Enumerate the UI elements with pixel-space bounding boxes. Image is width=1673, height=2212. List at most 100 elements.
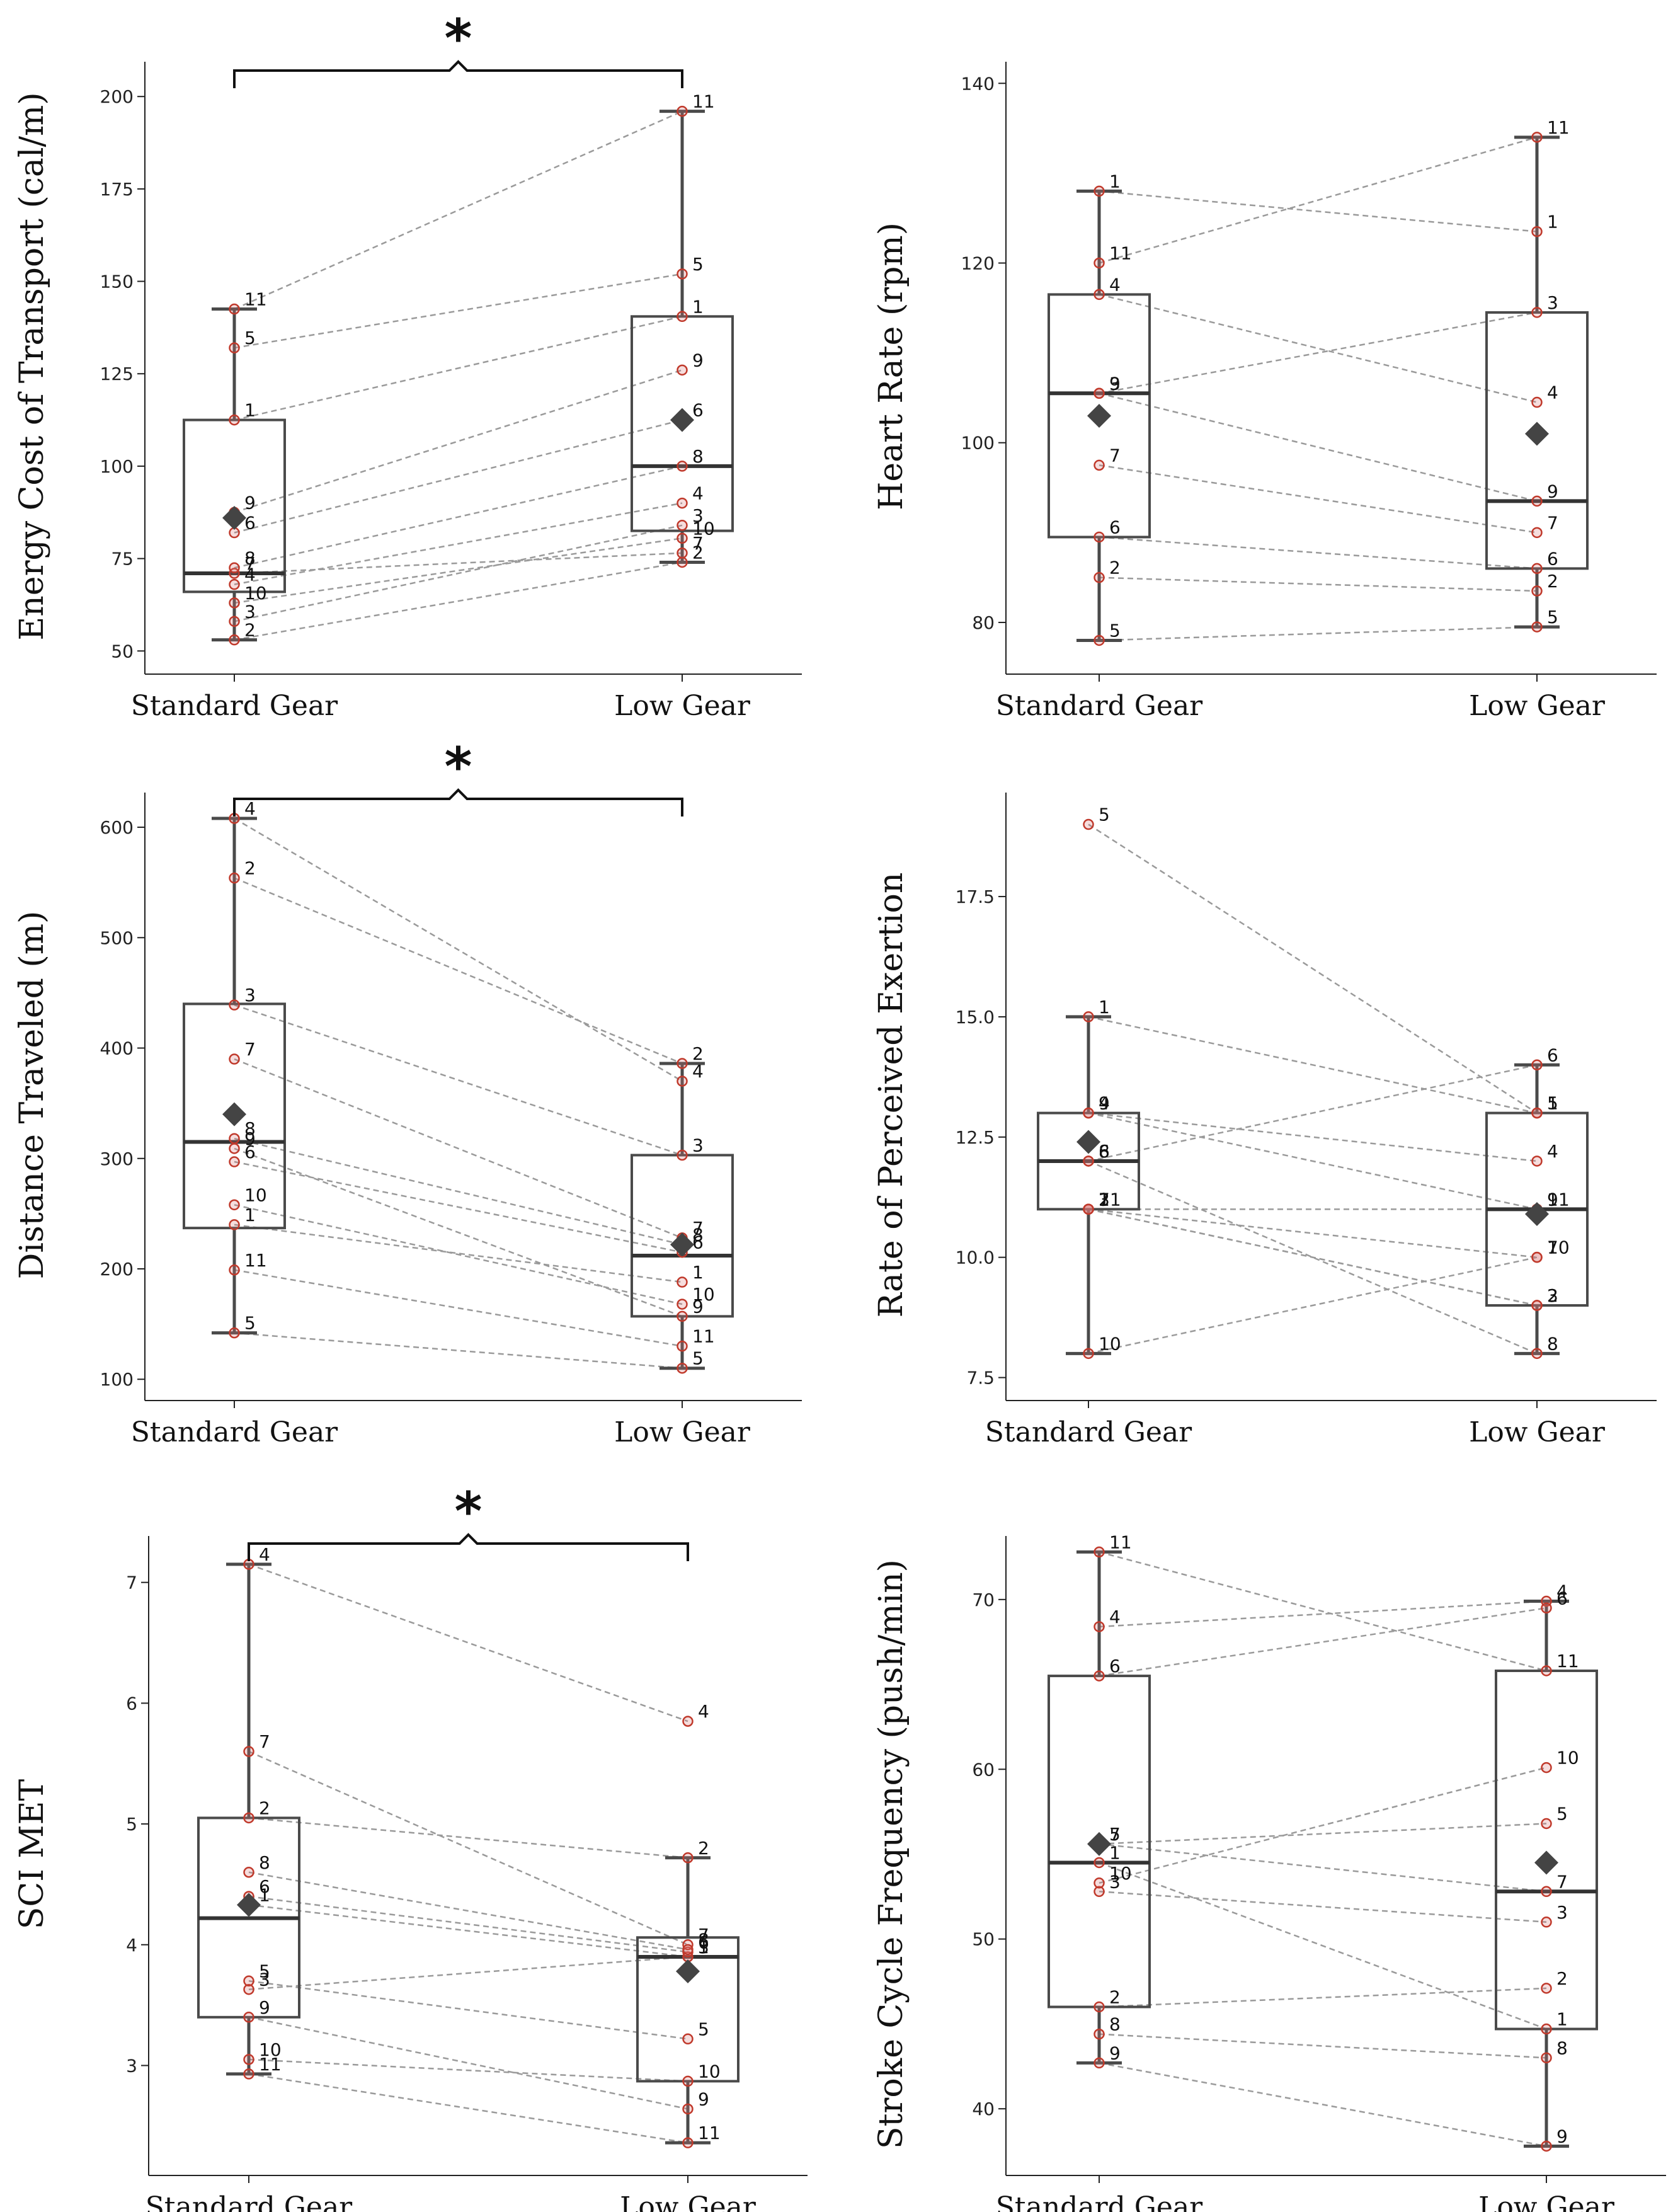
subject-line xyxy=(1088,1016,1538,1114)
data-point xyxy=(1093,257,1105,269)
subject-line xyxy=(1099,536,1538,570)
mean-marker xyxy=(1087,403,1111,428)
data-point xyxy=(677,1298,688,1310)
data-point xyxy=(243,1812,254,1824)
subject-line xyxy=(1099,1891,1547,1923)
mean-marker xyxy=(670,408,694,432)
y-axis-title: Distance Traveled (m) xyxy=(13,911,51,1280)
data-point xyxy=(243,1867,254,1878)
point-label: 2 xyxy=(259,1797,270,1818)
point-label: 7 xyxy=(1109,1824,1121,1845)
y-tick-label: 600 xyxy=(100,817,134,838)
data-point xyxy=(677,547,688,559)
y-axis-title: Rate of Perceived Exertion xyxy=(872,873,910,1318)
point-label: 5 xyxy=(692,254,704,275)
data-point xyxy=(229,1053,240,1065)
subject-line xyxy=(248,1563,688,1722)
data-point xyxy=(1531,1300,1543,1311)
data-point xyxy=(1531,1251,1543,1263)
data-point xyxy=(677,497,688,509)
data-point xyxy=(1541,1886,1552,1898)
data-point xyxy=(1093,2001,1105,2013)
data-point xyxy=(1083,1011,1094,1023)
point-label: 6 xyxy=(244,1142,256,1162)
y-tick-label: 80 xyxy=(972,612,995,633)
point-label: 2 xyxy=(692,542,704,563)
subject-line xyxy=(234,502,683,585)
data-point xyxy=(1531,396,1543,408)
box-iqr xyxy=(183,418,286,593)
subject-line xyxy=(1088,1256,1538,1355)
point-label: 7 xyxy=(1109,445,1121,466)
x-tick-label: Standard Gear xyxy=(131,1416,338,1448)
significance-star: * xyxy=(445,736,472,798)
point-label: 1 xyxy=(1556,2009,1568,2030)
data-point xyxy=(1531,226,1543,238)
subject-line xyxy=(1099,1862,1547,2030)
x-tick-label: Low Gear xyxy=(620,2191,757,2212)
data-point xyxy=(1083,1203,1094,1215)
point-label: 4 xyxy=(1099,1093,1110,1114)
data-point xyxy=(1093,459,1105,471)
point-label: 10 xyxy=(244,1184,267,1205)
y-tick-label: 10.0 xyxy=(956,1247,995,1268)
point-label: 4 xyxy=(1109,1607,1121,1627)
point-label: 5 xyxy=(1547,607,1558,627)
point-label: 3 xyxy=(692,1135,704,1156)
point-label: 3 xyxy=(1099,1189,1110,1210)
x-tick-label: Low Gear xyxy=(614,1416,751,1448)
subject-line xyxy=(248,1871,688,1951)
point-label: 4 xyxy=(259,1544,270,1565)
point-label: 5 xyxy=(698,2019,709,2039)
subject-line xyxy=(234,110,683,310)
y-tick-label: 150 xyxy=(100,272,134,292)
box-iqr xyxy=(1048,1675,1151,2009)
point-label: 3 xyxy=(698,1937,709,1957)
data-point xyxy=(229,1219,240,1230)
data-point xyxy=(229,616,240,627)
significance-bracket xyxy=(233,60,683,88)
subject-line xyxy=(234,561,683,641)
point-label: 7 xyxy=(1556,1871,1568,1892)
point-label: 9 xyxy=(1547,1189,1558,1210)
point-label: 8 xyxy=(1099,1141,1110,1162)
data-point xyxy=(677,1058,688,1069)
y-tick-label: 200 xyxy=(100,86,134,107)
point-label: 9 xyxy=(244,1128,256,1149)
point-label: 11 xyxy=(244,289,267,310)
subject-line xyxy=(1099,1607,1547,1677)
y-axis-title: Heart Rate (rpm) xyxy=(872,222,910,510)
point-label: 4 xyxy=(692,483,704,504)
data-point xyxy=(1093,571,1105,583)
point-label: 1 xyxy=(259,1885,270,1906)
panel-stroke-cycle-frequency: 40 50 60 70 Standard Gear Low Gear Stroke Cycl… xyxy=(872,1532,1666,2212)
box-iqr xyxy=(183,1002,286,1230)
point-label: 9 xyxy=(698,2089,709,2109)
point-label: 3 xyxy=(244,985,256,1006)
subject-line xyxy=(1088,1112,1538,1162)
point-label: 4 xyxy=(244,798,256,819)
mean-marker xyxy=(237,1893,261,1917)
point-label: 11 xyxy=(244,1250,267,1271)
point-label: 9 xyxy=(1109,373,1121,394)
point-label: 7 xyxy=(692,1218,704,1239)
point-label: 7 xyxy=(1547,512,1558,533)
subject-line xyxy=(1099,136,1538,264)
point-label: 3 xyxy=(259,1969,270,1990)
x-tick-label: Low Gear xyxy=(1478,2191,1615,2212)
point-label: 7 xyxy=(692,533,704,554)
data-point xyxy=(1093,1546,1105,1558)
point-label: 7 xyxy=(1547,1237,1558,1258)
point-label: 6 xyxy=(1109,1656,1121,1676)
data-point xyxy=(1531,527,1543,539)
data-point xyxy=(1531,1059,1543,1071)
data-point xyxy=(229,1264,240,1276)
y-tick-label: 125 xyxy=(100,364,134,384)
mean-marker xyxy=(222,1102,246,1126)
y-tick-label: 7.5 xyxy=(966,1368,995,1389)
subject-line xyxy=(1099,1551,1547,1672)
y-tick-label: 50 xyxy=(111,641,134,662)
point-label: 1 xyxy=(1547,212,1558,232)
data-point xyxy=(677,1340,688,1352)
data-point xyxy=(677,556,688,568)
